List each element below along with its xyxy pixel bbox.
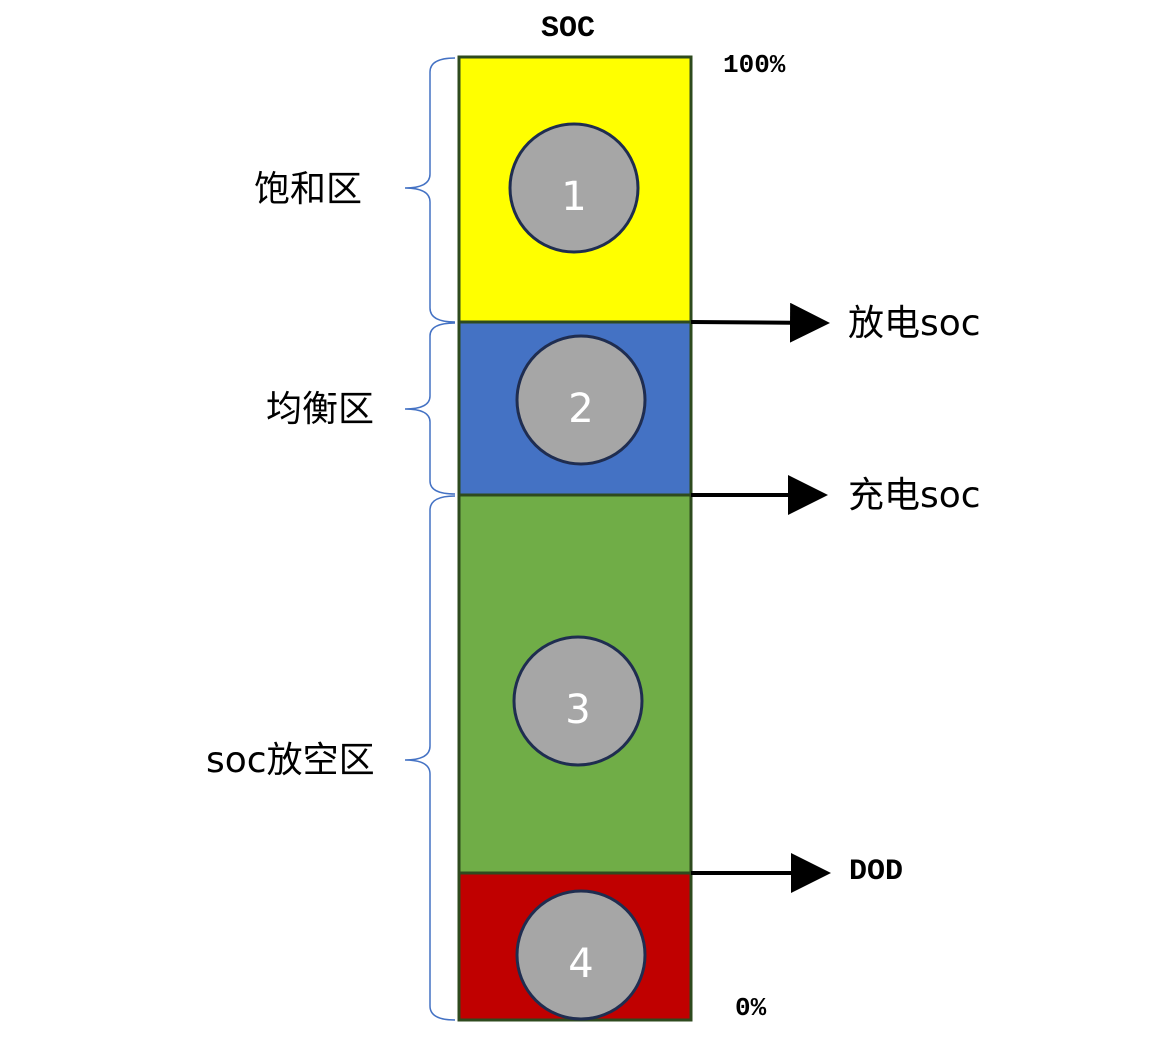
bottom-percent-label: 0% (735, 993, 767, 1023)
zone-4-number: 4 (568, 941, 593, 987)
saturation-brace (404, 57, 456, 323)
zone-2-number: 2 (568, 386, 593, 432)
soc-title: SOC (541, 12, 596, 46)
discharge-soc-label: 放电soc (848, 303, 981, 344)
top-percent-label: 100% (723, 50, 786, 80)
zone-3-circle (512, 635, 644, 767)
discharge-empty-zone-label: soc放空区 (206, 740, 375, 781)
balance-zone-label: 均衡区 (266, 389, 375, 430)
dod-label: DOD (849, 855, 904, 889)
balance-brace (404, 322, 456, 495)
charge-soc-label: 充电soc (848, 475, 981, 516)
zone-2-circle (515, 334, 647, 466)
zone-1-circle (508, 122, 640, 254)
zone-1-number: 1 (561, 174, 586, 220)
zone-3-number: 3 (565, 687, 590, 733)
discharge-soc-arrow (690, 302, 830, 343)
discharge-empty-brace (404, 495, 456, 1021)
saturation-zone-label: 饱和区 (254, 169, 363, 210)
zone-4-circle (515, 889, 647, 1021)
